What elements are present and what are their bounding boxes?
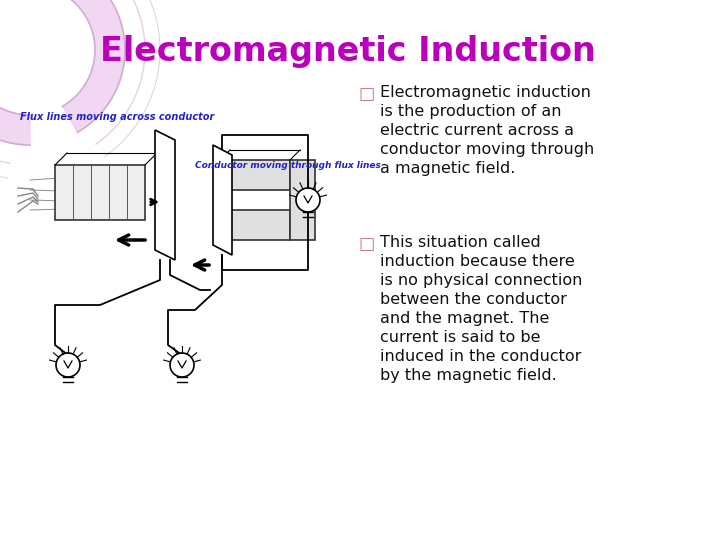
Text: □: □ bbox=[358, 85, 374, 103]
Circle shape bbox=[170, 353, 194, 377]
Text: Electromagnetic Induction: Electromagnetic Induction bbox=[100, 35, 595, 68]
FancyBboxPatch shape bbox=[290, 160, 315, 240]
FancyBboxPatch shape bbox=[220, 210, 290, 240]
Text: by the magnetic field.: by the magnetic field. bbox=[380, 368, 557, 383]
FancyBboxPatch shape bbox=[220, 160, 290, 190]
Text: is no physical connection: is no physical connection bbox=[380, 273, 582, 288]
Text: induced in the conductor: induced in the conductor bbox=[380, 349, 581, 364]
Text: current is said to be: current is said to be bbox=[380, 330, 541, 345]
Text: □: □ bbox=[358, 235, 374, 253]
Text: electric current across a: electric current across a bbox=[380, 123, 574, 138]
Circle shape bbox=[56, 353, 80, 377]
Text: Conductor moving through flux lines: Conductor moving through flux lines bbox=[195, 161, 381, 170]
Text: induction because there: induction because there bbox=[380, 254, 575, 269]
Circle shape bbox=[296, 188, 320, 212]
Text: a magnetic field.: a magnetic field. bbox=[380, 161, 516, 176]
Polygon shape bbox=[213, 145, 232, 255]
Text: Flux lines moving across conductor: Flux lines moving across conductor bbox=[20, 112, 215, 122]
Polygon shape bbox=[0, 0, 125, 145]
Text: and the magnet. The: and the magnet. The bbox=[380, 311, 549, 326]
Text: conductor moving through: conductor moving through bbox=[380, 142, 594, 157]
FancyBboxPatch shape bbox=[55, 165, 145, 220]
Polygon shape bbox=[155, 130, 175, 260]
Text: is the production of an: is the production of an bbox=[380, 104, 562, 119]
Text: between the conductor: between the conductor bbox=[380, 292, 567, 307]
Text: Electromagnetic induction: Electromagnetic induction bbox=[380, 85, 591, 100]
Text: This situation called: This situation called bbox=[380, 235, 541, 250]
